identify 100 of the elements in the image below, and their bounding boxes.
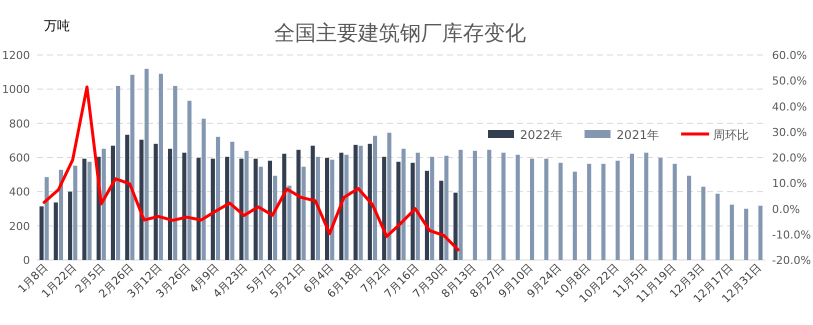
y2-tick-label: 30.0% xyxy=(772,126,807,139)
bar xyxy=(358,146,363,260)
bar xyxy=(630,154,634,260)
y2-tick-label: -10.0% xyxy=(772,228,811,242)
line-series xyxy=(42,86,460,252)
y2-tick-label: 60.0% xyxy=(772,49,807,62)
bar xyxy=(572,172,577,260)
bar xyxy=(187,100,192,260)
y-tick-label: 200 xyxy=(9,220,30,233)
bar xyxy=(268,160,272,260)
bar xyxy=(230,142,234,260)
bar xyxy=(258,166,263,260)
bar xyxy=(387,132,392,260)
y2-tick-label: 0.0% xyxy=(772,202,800,216)
y-tick-label: 1000 xyxy=(2,83,30,96)
bar xyxy=(82,158,86,260)
bar xyxy=(458,150,463,260)
bar xyxy=(144,68,149,260)
bar xyxy=(139,140,144,260)
y2-tick-label: 50.0% xyxy=(772,74,807,88)
bar xyxy=(316,156,320,260)
bar xyxy=(587,164,592,260)
legend-label: 周环比 xyxy=(713,128,750,142)
bar xyxy=(325,158,330,260)
bar xyxy=(672,164,677,260)
bar xyxy=(116,86,120,260)
y-tick-label: 600 xyxy=(9,152,30,164)
bar xyxy=(744,208,748,260)
bar xyxy=(701,186,706,260)
bar xyxy=(54,202,58,260)
bar xyxy=(210,158,215,260)
bar xyxy=(58,170,64,260)
legend-label: 2021年 xyxy=(616,128,660,142)
y-axis-title: 万吨 xyxy=(44,19,70,34)
y2-tick-label: -20.0% xyxy=(772,254,811,267)
bar xyxy=(416,152,420,260)
y-tick-label: 1200 xyxy=(2,49,30,62)
bar xyxy=(758,206,762,260)
bar xyxy=(182,152,186,260)
y-tick-label: 800 xyxy=(9,117,30,130)
bar xyxy=(658,158,663,260)
bar xyxy=(225,156,230,260)
bar xyxy=(368,144,372,260)
bar xyxy=(424,170,430,260)
bar xyxy=(402,148,406,260)
bar xyxy=(154,144,158,260)
bar xyxy=(202,118,206,260)
y-tick-label: 400 xyxy=(9,186,30,199)
bar xyxy=(544,158,548,260)
bar xyxy=(73,166,78,260)
bar xyxy=(516,154,520,260)
bar xyxy=(687,176,692,260)
bar xyxy=(616,160,620,260)
bar xyxy=(244,150,249,260)
bar xyxy=(216,136,220,260)
bar xyxy=(68,192,72,260)
bar xyxy=(287,186,292,260)
bar xyxy=(372,136,378,260)
bar xyxy=(558,162,563,260)
bar xyxy=(339,152,344,260)
bar xyxy=(487,150,492,260)
bar xyxy=(453,192,458,260)
bar xyxy=(716,194,720,260)
bar xyxy=(87,162,92,260)
bar xyxy=(439,180,444,260)
bar xyxy=(354,144,358,260)
y2-tick-label: 20.0% xyxy=(772,152,807,164)
bar xyxy=(530,158,534,260)
bar xyxy=(158,74,163,260)
bar xyxy=(254,158,258,260)
bar xyxy=(472,150,477,260)
bar xyxy=(196,158,201,260)
chart-title: 全国主要建筑钢厂库存变化 xyxy=(274,21,526,45)
bar xyxy=(410,162,415,260)
bar xyxy=(310,146,315,260)
bar xyxy=(344,154,349,260)
legend-label: 2022年 xyxy=(520,128,563,142)
bar xyxy=(430,156,434,260)
bar xyxy=(296,150,301,260)
bar xyxy=(730,204,734,260)
bar xyxy=(110,146,115,260)
bar xyxy=(125,134,130,260)
y2-tick-label: 40.0% xyxy=(772,100,807,114)
bar xyxy=(102,148,106,260)
bar xyxy=(302,166,306,260)
bar xyxy=(168,148,172,260)
bar xyxy=(273,176,278,260)
bar xyxy=(130,74,134,260)
bar xyxy=(44,177,49,260)
y2-tick-label: 10.0% xyxy=(772,177,807,190)
bar xyxy=(239,158,244,260)
bar xyxy=(396,162,400,260)
bar xyxy=(644,152,648,260)
bar xyxy=(601,164,606,260)
bar xyxy=(501,152,506,260)
bar xyxy=(382,156,386,260)
bar xyxy=(173,86,178,260)
y-tick-label: 0 xyxy=(23,254,30,267)
bar xyxy=(330,160,334,260)
bar xyxy=(282,154,286,260)
